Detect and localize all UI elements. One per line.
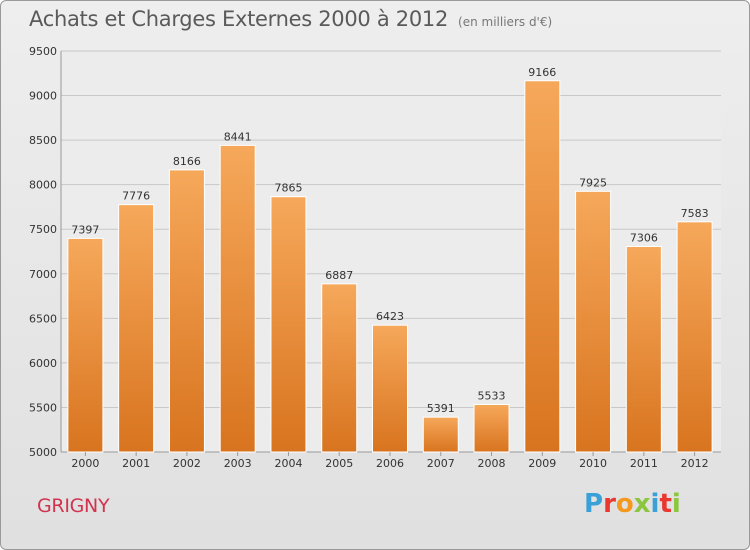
bar [219,144,256,453]
x-tick-label: 2008 [478,457,506,470]
unit-note: (en milliers d'€) [458,15,553,29]
bar-value-label: 7925 [579,176,607,189]
x-tick-label: 2011 [630,457,658,470]
x-tick-label: 2006 [376,457,404,470]
bar-value-label: 7583 [681,207,709,220]
bar-value-label: 6887 [325,269,353,282]
y-tick-label: 6000 [29,357,57,370]
bar [422,416,459,453]
logo-letter: r [603,489,616,519]
y-tick-label: 9000 [29,90,57,103]
bar [625,246,662,453]
bar-value-label: 7397 [71,223,99,236]
logo-letter: t [659,489,672,519]
bar-value-label: 7865 [274,182,302,195]
logo-letter: i [671,489,681,519]
bar [168,169,205,453]
bar-value-label: 9166 [528,66,556,79]
x-tick-label: 2012 [681,457,709,470]
chart-title-text: Achats et Charges Externes 2000 à 2012 [29,7,449,31]
x-tick-label: 2005 [325,457,353,470]
bar [676,221,713,453]
y-tick-label: 7500 [29,223,57,236]
x-tick-label: 2002 [173,457,201,470]
bar-value-label: 5391 [427,402,455,415]
bar-value-label: 7306 [630,232,658,245]
bar [524,80,561,453]
bar-value-label: 5533 [478,390,506,403]
logo-letter: P [584,489,604,519]
logo-letter: x [633,489,651,519]
y-tick-label: 6500 [29,312,57,325]
x-tick-label: 2009 [528,457,556,470]
x-tick-label: 2001 [122,457,150,470]
y-tick-label: 9500 [29,45,57,58]
bar [372,324,408,453]
proxiti-logo[interactable]: Proxiti [584,489,681,519]
bar [575,190,612,453]
bar [473,404,510,453]
y-tick-label: 5000 [29,446,57,459]
bar [270,196,307,453]
y-axis: 5000 5500 6000 6500 7000 7500 8000 8500 9000 9500 [29,45,721,459]
bars: 7397 7776 8166 8441 7865 6887 6423 5391 5533 9166… [67,66,713,453]
x-axis: 2000 2001 2002 2003 2004 2005 2006 2007 2008 2009… [71,452,709,470]
x-tick-label: 2004 [274,457,302,470]
logo-letter: o [615,489,634,519]
logo-letter: i [650,489,660,519]
x-tick-label: 2010 [579,457,607,470]
x-tick-label: 2003 [224,457,252,470]
y-tick-label: 5500 [29,401,57,414]
commune-name: GRIGNY [37,495,110,517]
bar-value-label: 7776 [122,190,150,203]
y-tick-label: 7000 [29,268,57,281]
chart-title: Achats et Charges Externes 2000 à 2012 (e… [29,7,552,31]
y-tick-label: 8000 [29,179,57,192]
bar [67,237,104,453]
x-tick-label: 2007 [427,457,455,470]
x-tick-label: 2000 [71,457,99,470]
bar-value-label: 8441 [224,130,252,143]
bar [118,204,155,453]
bar [321,283,358,453]
bar-value-label: 6423 [376,310,404,323]
y-tick-label: 8500 [29,134,57,147]
bar-value-label: 8166 [173,155,201,168]
